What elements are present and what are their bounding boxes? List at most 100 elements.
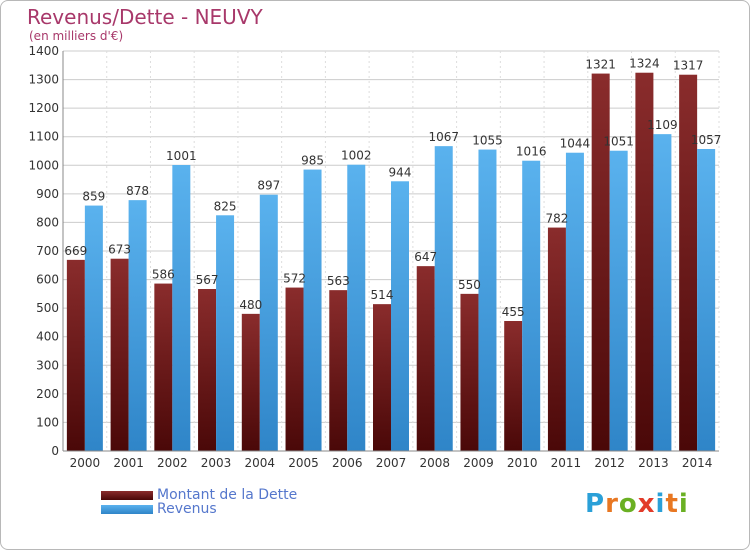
logo-letter: P bbox=[585, 489, 606, 519]
x-tick-label: 2006 bbox=[332, 456, 363, 470]
data-label-revenus: 1002 bbox=[341, 149, 372, 163]
bar-dette bbox=[635, 72, 654, 451]
y-tick-label: 100 bbox=[36, 415, 59, 429]
data-label-dette: 1317 bbox=[673, 59, 704, 73]
y-tick-label: 0 bbox=[51, 444, 59, 458]
legend-swatch-revenus bbox=[101, 504, 153, 514]
x-tick-label: 2010 bbox=[507, 456, 538, 470]
data-label-revenus: 1051 bbox=[603, 135, 634, 149]
bar-dette bbox=[241, 313, 260, 451]
bar-dette bbox=[373, 304, 391, 451]
bar-revenus bbox=[259, 194, 278, 451]
bar-revenus bbox=[478, 149, 497, 452]
data-label-dette: 669 bbox=[64, 244, 87, 258]
bar-revenus bbox=[697, 149, 716, 451]
data-label-dette: 563 bbox=[327, 274, 350, 288]
bar-revenus bbox=[216, 215, 235, 451]
y-tick-label: 700 bbox=[36, 244, 59, 258]
data-label-dette: 480 bbox=[239, 298, 262, 312]
data-label-dette: 586 bbox=[152, 268, 175, 282]
legend-item-revenus: Revenus bbox=[101, 501, 217, 517]
y-tick-label: 1200 bbox=[28, 101, 59, 115]
bar-dette bbox=[285, 287, 304, 451]
bar-revenus bbox=[565, 152, 584, 451]
bar-revenus bbox=[609, 150, 628, 451]
data-label-dette: 1324 bbox=[629, 57, 660, 71]
bar-revenus bbox=[434, 146, 453, 451]
data-label-revenus: 1057 bbox=[691, 133, 722, 147]
legend-label-dette: Montant de la Dette bbox=[157, 487, 298, 503]
bar-revenus bbox=[303, 169, 322, 452]
data-label-revenus: 1067 bbox=[428, 130, 459, 144]
x-tick-label: 2005 bbox=[288, 456, 319, 470]
bar-dette bbox=[416, 266, 435, 451]
bar-dette bbox=[591, 73, 610, 452]
data-label-dette: 572 bbox=[283, 272, 306, 286]
x-tick-label: 2011 bbox=[551, 456, 582, 470]
bar-revenus bbox=[391, 181, 409, 452]
bar-revenus bbox=[84, 205, 103, 451]
logo-letter: o bbox=[618, 489, 638, 519]
y-tick-label: 1300 bbox=[28, 73, 59, 87]
legend-item-dette: Montant de la Dette bbox=[101, 487, 297, 503]
logo-letter: t bbox=[665, 489, 679, 519]
bar-dette bbox=[329, 290, 348, 451]
bar-dette bbox=[460, 293, 479, 451]
chart-subtitle: (en milliers d'€) bbox=[29, 29, 124, 43]
x-tick-label: 2007 bbox=[376, 456, 407, 470]
x-tick-label: 2003 bbox=[201, 456, 232, 470]
legend-swatch-dette bbox=[101, 490, 153, 500]
x-tick-label: 2014 bbox=[682, 456, 713, 470]
bar-dette bbox=[547, 227, 566, 451]
data-label-revenus: 1016 bbox=[516, 145, 547, 159]
y-tick-label: 1100 bbox=[28, 130, 59, 144]
data-label-dette: 673 bbox=[108, 243, 131, 257]
y-tick-label: 200 bbox=[36, 387, 59, 401]
data-label-revenus: 1001 bbox=[166, 149, 197, 163]
data-label-revenus: 1055 bbox=[472, 134, 503, 148]
logo-letter: i bbox=[655, 489, 666, 519]
data-label-dette: 782 bbox=[545, 212, 568, 226]
data-label-revenus: 1109 bbox=[647, 118, 678, 132]
logo-letter: r bbox=[605, 489, 619, 519]
data-label-dette: 567 bbox=[196, 273, 219, 287]
bar-dette bbox=[504, 321, 523, 451]
data-label-revenus: 944 bbox=[389, 165, 412, 179]
data-label-revenus: 897 bbox=[257, 179, 280, 193]
y-tick-label: 500 bbox=[36, 301, 59, 315]
x-tick-label: 2002 bbox=[157, 456, 188, 470]
y-tick-label: 1400 bbox=[28, 44, 59, 58]
logo-letter: i bbox=[678, 489, 689, 519]
x-tick-label: 2000 bbox=[70, 456, 101, 470]
bar-revenus bbox=[172, 165, 191, 451]
bar-dette bbox=[110, 258, 129, 451]
data-label-dette: 455 bbox=[502, 305, 525, 319]
bar-dette bbox=[679, 74, 698, 451]
x-tick-label: 2001 bbox=[113, 456, 144, 470]
data-label-revenus: 1044 bbox=[560, 137, 591, 151]
data-label-revenus: 859 bbox=[82, 190, 105, 204]
x-tick-label: 2004 bbox=[245, 456, 276, 470]
bar-revenus bbox=[128, 200, 147, 451]
chart-title: Revenus/Dette - NEUVY bbox=[27, 5, 263, 29]
x-tick-label: 2013 bbox=[638, 456, 669, 470]
y-tick-label: 300 bbox=[36, 358, 59, 372]
bar-dette bbox=[66, 259, 85, 451]
y-tick-label: 400 bbox=[36, 330, 59, 344]
bar-revenus bbox=[347, 164, 366, 451]
x-tick-label: 2008 bbox=[419, 456, 450, 470]
y-tick-label: 600 bbox=[36, 273, 59, 287]
logo-letter: x bbox=[637, 489, 656, 519]
bar-dette bbox=[154, 283, 173, 451]
data-label-revenus: 985 bbox=[301, 154, 324, 168]
x-tick-label: 2012 bbox=[594, 456, 625, 470]
data-label-revenus: 878 bbox=[126, 184, 149, 198]
data-label-revenus: 825 bbox=[214, 199, 237, 213]
y-tick-label: 800 bbox=[36, 215, 59, 229]
data-label-dette: 550 bbox=[458, 278, 481, 292]
y-tick-label: 900 bbox=[36, 187, 59, 201]
legend-label-revenus: Revenus bbox=[157, 501, 217, 517]
bar-revenus bbox=[522, 160, 541, 451]
